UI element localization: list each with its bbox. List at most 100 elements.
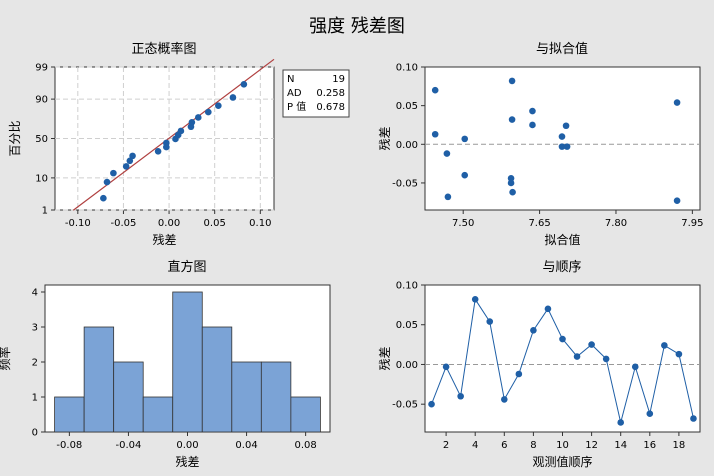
order-ytick-label: 0.10 [396,281,418,292]
fit-point [509,188,516,196]
order-ytick-label: 0.05 [396,320,418,331]
prob-point [215,102,222,110]
fit-ytick-label: 0.00 [396,140,418,151]
prob-xtick-label: -0.10 [65,218,91,229]
hist-xtick-label: -0.04 [115,440,141,451]
prob-ytick-label: 90 [35,95,48,106]
hist-bar [83,326,115,433]
order-point [573,353,581,360]
order-point [661,342,668,349]
hist-bar [201,326,233,433]
order-point [617,419,625,426]
fit-point [562,122,570,130]
prob-ytick-label: 1 [42,206,48,217]
prob-ytick-label: 10 [35,173,48,184]
order-point [457,392,464,400]
fit-point [431,130,439,138]
prob-xtick-label: 0.00 [158,218,180,229]
fit-point [443,150,451,157]
prob-ytick-label: 50 [35,134,48,145]
fit-point [529,121,536,129]
order-point [646,410,654,418]
prob-point [194,114,202,121]
hist-bar [113,361,144,433]
prob-point [129,152,136,160]
hist-bar [290,396,321,433]
prob-point [122,163,130,170]
fit-xtick-label: 7.95 [681,218,703,229]
fit-point [461,171,469,179]
fit-point [507,175,515,182]
order-xtick-label: 6 [501,440,507,451]
order-point [544,305,552,313]
order-point [559,335,566,343]
fit-point [673,197,681,205]
fit-xtick-label: 7.80 [605,218,627,229]
order-xtick-label: 10 [556,440,569,451]
order-point [631,363,639,371]
fit-ytick-label: 0.10 [396,63,418,74]
order-xlabel: 观测值顺序 [532,454,592,469]
fit-ytick-label: 0.05 [396,101,418,112]
prob-xlabel: 残差 [152,233,176,247]
hist-ytick-label: 2 [32,358,38,369]
prob-legend-label: AD [287,88,302,99]
order-xtick-label: 16 [643,440,656,451]
prob-xtick-label: 0.05 [204,218,226,229]
hist-xtick-label: 0.00 [176,440,198,451]
fit-title: 与拟合值 [536,41,588,57]
fit-point [558,133,566,140]
prob-ylabel: 百分比 [8,120,22,156]
prob-legend-value: 0.258 [316,88,345,99]
prob-legend-value: 0.678 [316,102,345,113]
fit-xtick-label: 7.50 [452,218,474,229]
hist-bar [260,361,292,433]
order-ylabel: 残差 [378,346,392,370]
prob-title: 正态概率图 [131,41,196,57]
fit-ylabel: 残差 [378,126,392,150]
prob-legend-label: P 值 [287,100,306,113]
hist-ytick-label: 1 [32,393,38,404]
order-point [500,396,508,403]
fit-point [431,86,439,94]
order-point [515,370,523,378]
fit-point [507,179,515,187]
prob-point [177,127,185,135]
order-xtick-label: 8 [530,440,536,451]
prob-point [188,118,196,126]
order-xtick-label: 12 [585,440,598,451]
main-title: 强度 残差图 [309,16,405,37]
hist-xtick-label: 0.04 [235,440,257,451]
order-point [690,415,697,422]
prob-legend-value: 19 [332,74,345,85]
fit-point [673,99,681,106]
fit-point [558,143,566,150]
prob-ytick-label: 99 [35,63,48,74]
order-ytick-label: 0.00 [396,360,418,371]
hist-ytick-label: 4 [32,288,38,299]
prob-point [229,94,237,101]
order-title: 与顺序 [542,260,581,275]
fit-xtick-label: 7.65 [528,218,550,229]
hist-ylabel: 频率 [0,346,12,370]
hist-ytick-label: 0 [32,428,38,439]
hist-xtick-label: -0.08 [56,440,82,451]
order-point [602,355,610,363]
prob-point [103,178,111,186]
fit-point [444,193,452,201]
prob-xtick-label: -0.05 [111,218,137,229]
hist-bar [54,396,85,433]
prob-legend-label: N [287,74,294,85]
prob-point [163,139,170,147]
prob-point [110,169,117,177]
prob-point [126,157,134,165]
hist-ytick-label: 3 [32,323,38,334]
order-plot-area [424,284,701,433]
order-point [471,296,479,303]
fit-point [508,116,516,123]
hist-bar [231,361,262,433]
prob-xtick-label: 0.10 [249,218,271,229]
order-point [442,363,450,371]
fit-point [529,107,536,115]
